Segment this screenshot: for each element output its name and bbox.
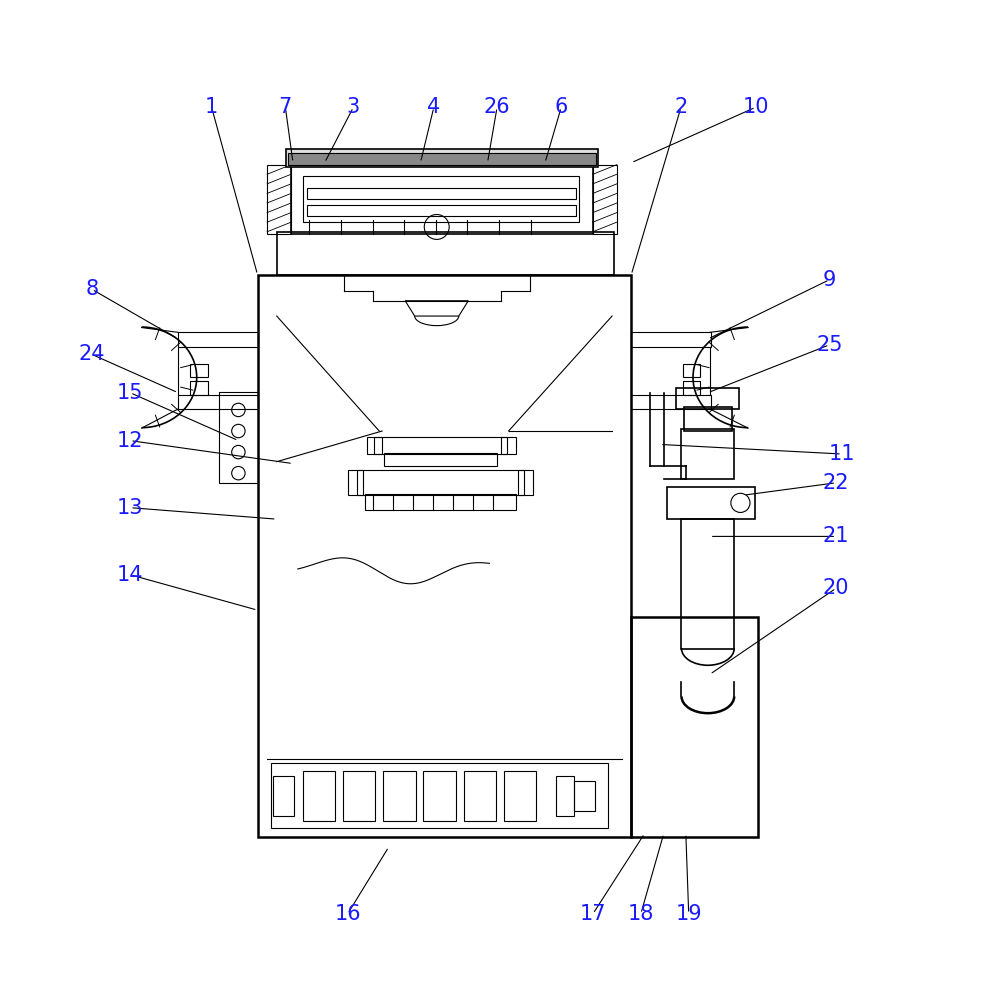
Bar xyxy=(631,617,757,837)
Text: 15: 15 xyxy=(117,383,144,403)
Bar xyxy=(557,776,574,816)
Bar xyxy=(367,437,382,454)
Bar xyxy=(681,429,734,479)
Text: 12: 12 xyxy=(117,431,144,451)
Bar xyxy=(357,470,524,495)
Bar xyxy=(286,149,598,167)
Bar xyxy=(257,275,631,837)
Bar xyxy=(683,381,701,395)
Bar xyxy=(574,781,595,811)
Bar xyxy=(191,381,208,395)
Text: 2: 2 xyxy=(675,97,688,117)
Bar xyxy=(288,153,596,165)
Text: 6: 6 xyxy=(555,97,568,117)
Bar xyxy=(683,364,701,377)
Text: 25: 25 xyxy=(816,335,842,355)
Text: 24: 24 xyxy=(79,344,105,364)
Bar xyxy=(667,487,754,519)
Bar xyxy=(291,165,593,234)
Bar xyxy=(272,776,294,816)
Text: 14: 14 xyxy=(117,565,144,585)
Bar xyxy=(178,332,257,347)
Text: 3: 3 xyxy=(346,97,360,117)
Text: 19: 19 xyxy=(676,904,702,924)
Bar xyxy=(423,771,456,821)
Bar xyxy=(365,494,516,510)
Bar xyxy=(593,165,617,234)
Text: 13: 13 xyxy=(117,498,144,518)
Text: 9: 9 xyxy=(822,270,836,290)
Bar xyxy=(677,388,739,409)
Text: 10: 10 xyxy=(743,97,769,117)
Bar xyxy=(631,395,711,409)
Bar xyxy=(504,771,536,821)
Bar xyxy=(191,364,208,377)
Text: 21: 21 xyxy=(823,526,849,546)
Bar xyxy=(220,392,257,483)
Bar xyxy=(343,771,375,821)
Text: 26: 26 xyxy=(484,97,510,117)
Bar xyxy=(384,453,497,466)
Bar xyxy=(302,176,580,222)
Bar xyxy=(178,395,257,409)
Bar xyxy=(347,470,363,495)
Bar xyxy=(374,437,507,454)
Bar xyxy=(501,437,516,454)
Text: 20: 20 xyxy=(823,578,849,598)
Bar xyxy=(518,470,534,495)
Bar xyxy=(307,188,576,199)
Bar xyxy=(271,763,608,828)
Text: 1: 1 xyxy=(205,97,219,117)
Bar xyxy=(463,771,496,821)
Bar xyxy=(631,332,711,347)
Bar xyxy=(307,205,576,216)
Bar xyxy=(302,771,335,821)
Bar xyxy=(276,232,614,275)
Bar xyxy=(267,165,291,234)
Text: 7: 7 xyxy=(278,97,292,117)
Text: 11: 11 xyxy=(828,444,855,464)
Text: 16: 16 xyxy=(334,904,361,924)
Bar xyxy=(681,519,734,649)
Text: 8: 8 xyxy=(85,279,99,299)
Bar xyxy=(684,407,732,431)
Text: 4: 4 xyxy=(427,97,440,117)
Bar xyxy=(383,771,415,821)
Text: 18: 18 xyxy=(628,904,654,924)
Text: 22: 22 xyxy=(823,473,849,493)
Text: 17: 17 xyxy=(580,904,606,924)
